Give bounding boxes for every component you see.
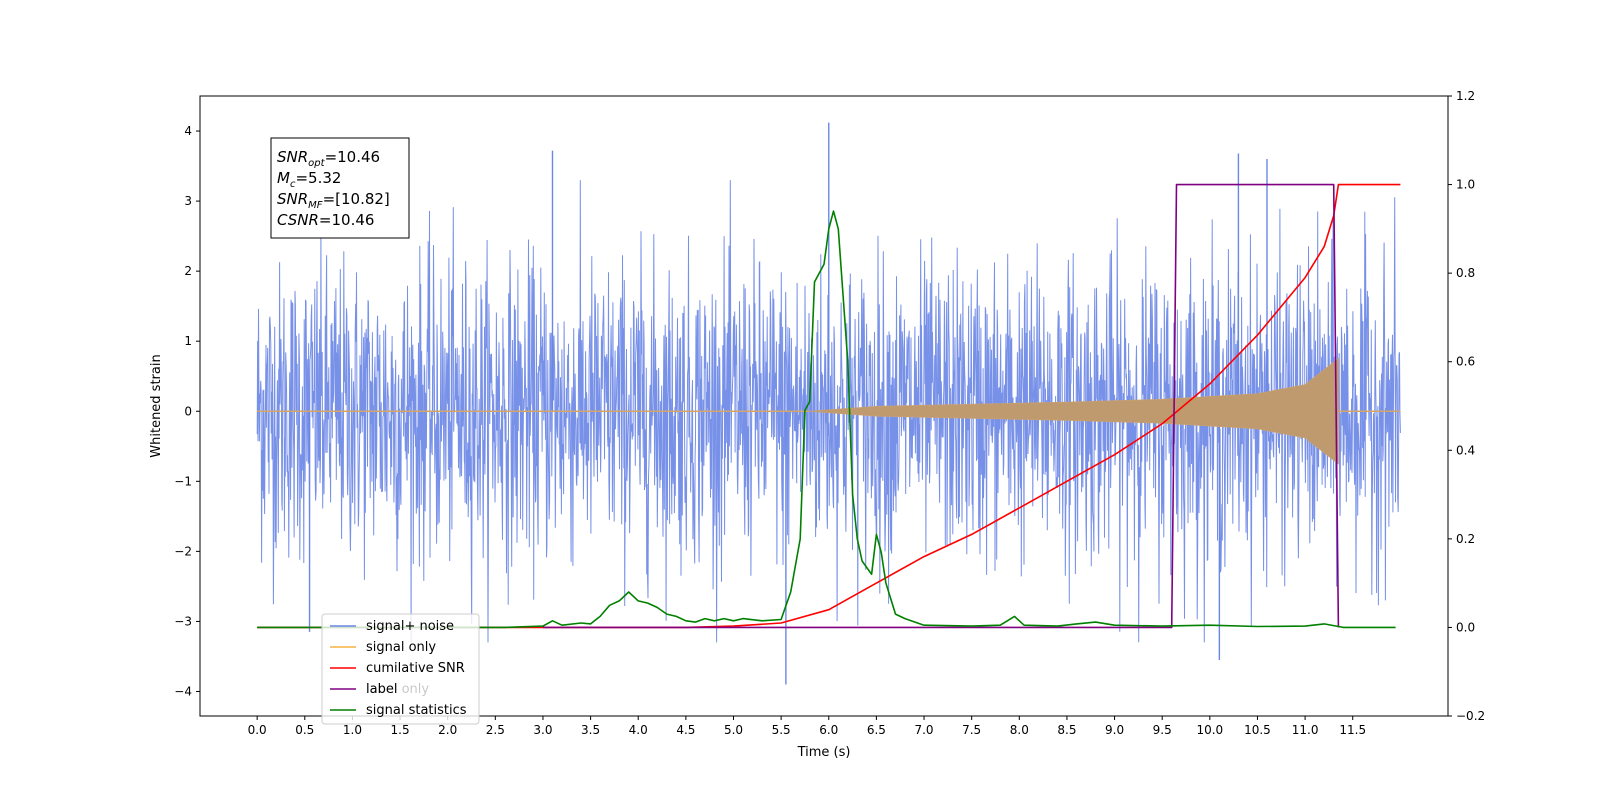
- series-cumulative-snr: [257, 183, 1401, 629]
- x-tick-label: 7.0: [914, 723, 933, 737]
- x-tick-label: 6.0: [819, 723, 838, 737]
- y2-tick-label: 0.8: [1456, 266, 1475, 280]
- x-tick-label: 4.0: [629, 723, 648, 737]
- series-signal-statistics: [257, 210, 1396, 629]
- y2-tick-label: 1.0: [1456, 178, 1475, 192]
- series-layer: [256, 122, 1401, 685]
- x-tick-label: 2.0: [438, 723, 457, 737]
- x-tick-label: 11.0: [1292, 723, 1319, 737]
- x-tick-label: 0.0: [248, 723, 267, 737]
- y-tick-label: −3: [174, 614, 192, 628]
- x-tick-label: 5.0: [724, 723, 743, 737]
- x-tick-label: 3.0: [533, 723, 552, 737]
- legend-label: cumilative SNR: [366, 661, 465, 676]
- y-tick-label: 0: [184, 404, 192, 418]
- y2-tick-label: 0.0: [1456, 620, 1475, 634]
- y-tick-label: 4: [184, 124, 192, 138]
- plot-frame: [199, 95, 1449, 717]
- x-tick-label: 10.0: [1196, 723, 1223, 737]
- x-tick-label: 11.5: [1339, 723, 1366, 737]
- y2-tick-label: 1.2: [1456, 89, 1475, 103]
- x-tick-label: 8.5: [1057, 723, 1076, 737]
- annotation-box: SNRopt=10.46Mc=5.32SNRMF=[10.82]CSNR=10.…: [270, 137, 410, 239]
- y-axis-left: 4 3 2 1 0 −1 −2 −3 −4: [174, 124, 200, 698]
- y-tick-label: 3: [184, 194, 192, 208]
- x-axis: 0.0 0.5 1.0 1.5 2.0 2.5 3.0 3.5 4.0 4.5 5.0 5.5 6.0 6…: [248, 716, 1366, 737]
- x-tick-label: 2.5: [486, 723, 505, 737]
- y2-tick-label: 0.6: [1456, 355, 1475, 369]
- x-tick-label: 7.5: [962, 723, 981, 737]
- series-signal-noise: [256, 180, 1401, 643]
- x-tick-label: 1.0: [343, 723, 362, 737]
- x-tick-label: 1.5: [391, 723, 410, 737]
- x-tick-label: 6.5: [867, 723, 886, 737]
- y-axis-label: Whitened strain: [149, 354, 164, 457]
- legend-label: signal only: [366, 640, 436, 655]
- series-signal-only: [809, 357, 1339, 465]
- series-label: [543, 183, 1340, 629]
- legend-label: signal statistics: [366, 703, 467, 718]
- legend-label: signal+ noise: [366, 619, 454, 634]
- x-tick-label: 3.5: [581, 723, 600, 737]
- annotation-line: CSNR=10.46: [277, 211, 374, 229]
- y-tick-label: −4: [174, 684, 192, 698]
- y-tick-label: −2: [174, 544, 192, 558]
- x-tick-label: 9.5: [1153, 723, 1172, 737]
- legend-label: label: [366, 682, 397, 697]
- legend: signal+ noise signal only cumilative SNR la…: [321, 613, 480, 725]
- y-tick-label: 1: [184, 334, 192, 348]
- annotation-line: SNRMF=[10.82]: [277, 190, 390, 211]
- x-tick-label: 10.5: [1244, 723, 1271, 737]
- x-tick-label: 0.5: [295, 723, 314, 737]
- x-tick-label: 5.5: [772, 723, 791, 737]
- y-axis-right: 1.2 1.0 0.8 0.6 0.4 0.2 0.0 −0.2: [1448, 89, 1485, 723]
- y2-tick-label: 0.2: [1456, 532, 1475, 546]
- x-tick-label: 9.0: [1105, 723, 1124, 737]
- y2-tick-label: 0.4: [1456, 443, 1475, 457]
- y-tick-label: 2: [184, 264, 192, 278]
- x-tick-label: 4.5: [676, 723, 695, 737]
- x-axis-label: Time (s): [797, 745, 851, 760]
- annotation-line: Mc=5.32: [277, 169, 341, 190]
- y-tick-label: −1: [174, 474, 192, 488]
- x-tick-label: 8.0: [1010, 723, 1029, 737]
- annotation-line: SNRopt=10.46: [277, 148, 380, 169]
- legend-obscured-label: label only: [366, 682, 429, 697]
- y2-tick-label: −0.2: [1456, 709, 1485, 723]
